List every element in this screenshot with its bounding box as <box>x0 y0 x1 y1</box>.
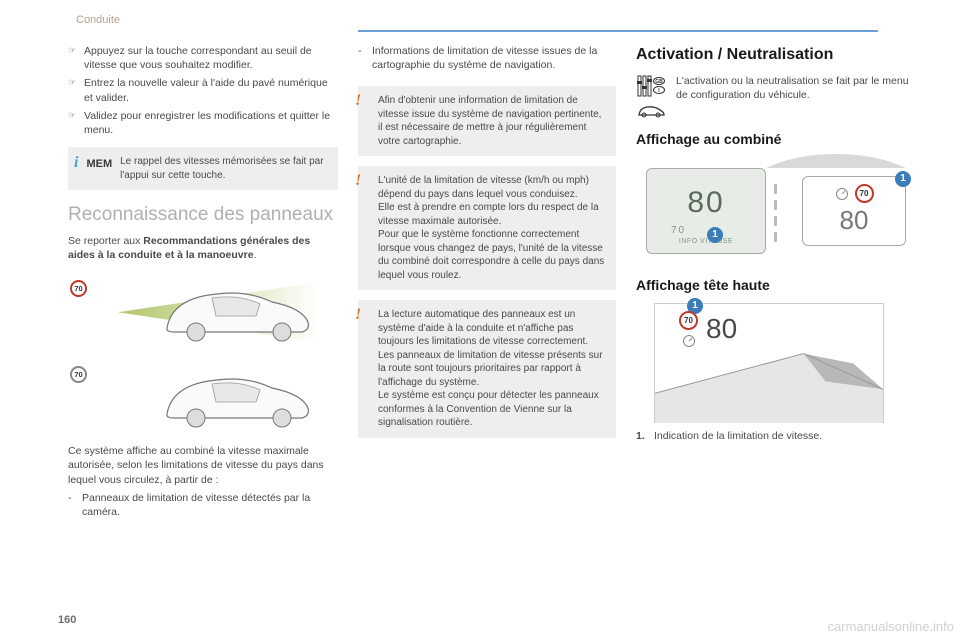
manual-page: Conduite 160 carmanualsonline.info Appuy… <box>0 0 960 640</box>
watermark-text: carmanualsonline.info <box>828 619 954 634</box>
callout-1-badge: 1 <box>895 171 911 187</box>
speedometer-icon <box>835 187 849 201</box>
info-label: INFO VITESSE <box>647 237 765 246</box>
heading-reconnaissance: Reconnaissance des panneaux <box>68 204 338 226</box>
speed-sign-icon: 70 <box>70 280 87 297</box>
warning-icon: ! <box>355 170 361 192</box>
mem-text: Le rappel des vitesses mémorisées se fai… <box>120 155 328 182</box>
speed-sign-icon: 70 <box>679 311 698 330</box>
ref-intro: Se reporter aux <box>68 235 143 247</box>
instruction-item: Appuyez sur la touche correspondant au s… <box>68 44 338 72</box>
cluster-right-row: 70 <box>835 184 874 203</box>
cluster-left-screen: 80 70 INFO VITESSE 1 <box>646 168 766 254</box>
vehicle-icon <box>636 102 666 120</box>
cluster-ticks <box>774 184 777 242</box>
source-list-cont: Informations de limitation de vitesse is… <box>358 44 616 72</box>
warning-note: ! Afin d'obtenir une information de limi… <box>358 86 616 156</box>
speed-sign-icon: 70 <box>855 184 874 203</box>
note-text: La lecture automatique des panneaux est … <box>368 308 606 430</box>
column-1: Appuyez sur la touche correspondant au s… <box>68 44 338 523</box>
note-text: Afin d'obtenir une information de limita… <box>368 94 606 148</box>
hud-readout: 70 80 <box>679 310 737 348</box>
cluster-right-screen: 70 80 1 <box>802 176 906 246</box>
header-rule <box>0 30 960 32</box>
legend-item: Indication de la limitation de vitesse. <box>636 429 916 443</box>
config-icons: GB I <box>636 74 666 120</box>
config-icons-row: GB I L'activation ou la neutralisation s… <box>636 74 916 120</box>
source-item: Informations de limitation de vitesse is… <box>358 44 616 72</box>
speed-memorized: 70 <box>647 224 765 238</box>
speed-right: 80 <box>840 203 869 238</box>
ref-paragraph: Se reporter aux Recommandations générale… <box>68 234 338 262</box>
column-3: Activation / Neutralisation GB I <box>636 44 916 523</box>
warning-note: ! L'unité de la limitation de vitesse (k… <box>358 166 616 290</box>
instruction-item: Validez pour enregistrer les modificatio… <box>68 109 338 137</box>
instruction-list: Appuyez sur la touche correspondant au s… <box>68 44 338 137</box>
columns: Appuyez sur la touche correspondant au s… <box>68 20 922 523</box>
note-text: L'unité de la limitation de vitesse (km/… <box>368 174 606 282</box>
warning-icon: ! <box>355 304 361 326</box>
mem-label: MEM <box>86 155 112 172</box>
speed-main: 80 <box>647 169 765 224</box>
system-description: Ce système affiche au combiné la vitesse… <box>68 444 338 487</box>
instruction-item: Entrez la nouvelle valeur à l'aide du pa… <box>68 76 338 104</box>
heading-combine: Affichage au combiné <box>636 130 916 149</box>
car-illustration-inactive: 70 <box>68 358 318 438</box>
info-icon: i <box>74 155 78 171</box>
legend-list: Indication de la limitation de vitesse. <box>636 429 916 443</box>
hud-illustration: 1 70 80 <box>654 303 884 423</box>
page-number: 160 <box>58 614 76 626</box>
hud-speed: 80 <box>706 310 737 348</box>
config-text: L'activation ou la neutralisation se fai… <box>676 74 916 102</box>
warning-note: ! La lecture automatique des panneaux es… <box>358 300 616 438</box>
car-outline-icon <box>162 278 312 344</box>
warning-icon: ! <box>355 90 361 112</box>
source-list: Panneaux de limitation de vitesse détect… <box>68 491 338 519</box>
settings-menu-icon: GB I <box>636 74 666 98</box>
speedometer-icon <box>682 334 696 348</box>
instrument-cluster: 80 70 INFO VITESSE 1 70 80 1 <box>646 156 906 266</box>
car-outline-icon <box>162 364 312 430</box>
speed-sign-icon: 70 <box>70 366 87 383</box>
heading-hud: Affichage tête haute <box>636 276 916 295</box>
column-2: Informations de limitation de vitesse is… <box>358 44 616 523</box>
mem-info-box: i MEM Le rappel des vitesses mémorisées … <box>68 147 338 190</box>
heading-activation: Activation / Neutralisation <box>636 44 916 66</box>
source-item: Panneaux de limitation de vitesse détect… <box>68 491 338 519</box>
section-label: Conduite <box>76 14 120 26</box>
header-rule-accent <box>358 30 878 32</box>
svg-text:GB: GB <box>655 79 663 85</box>
car-illustration-active: 70 <box>68 272 318 352</box>
ref-end: . <box>254 249 257 261</box>
